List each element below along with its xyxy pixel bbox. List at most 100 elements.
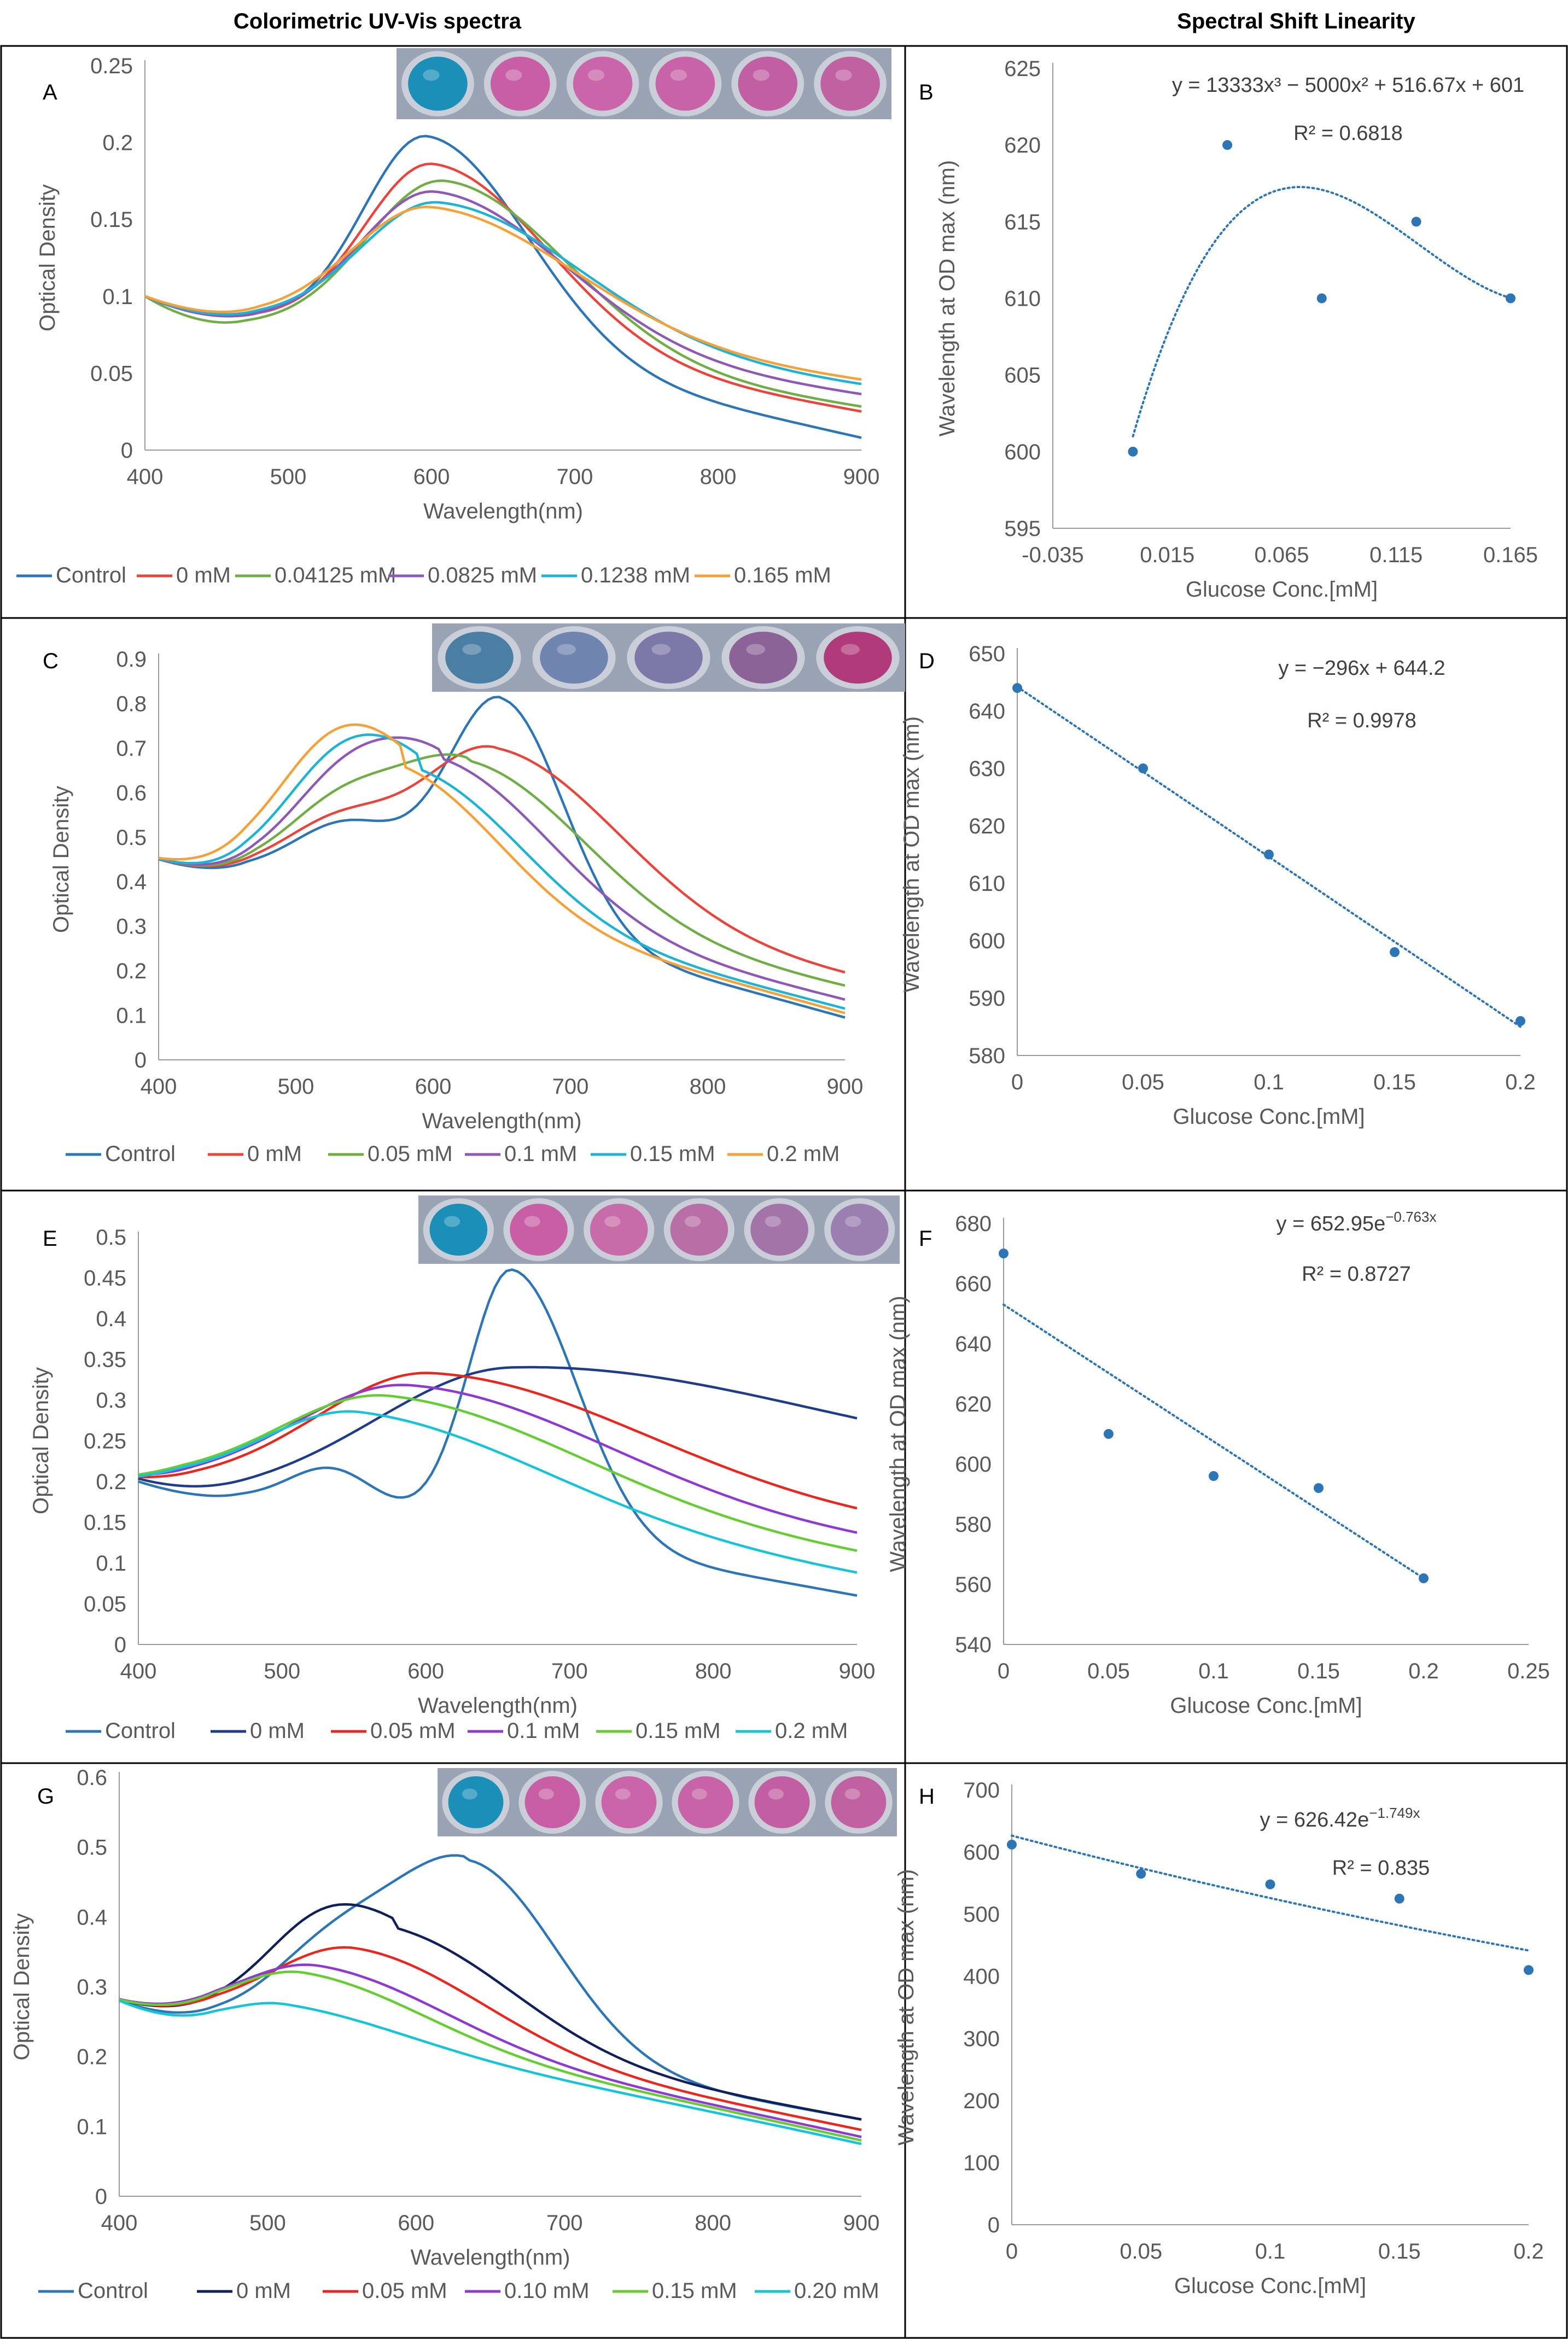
y-axis-title: Optical Density <box>10 1914 34 2061</box>
well <box>820 56 880 111</box>
y-tick-label: 0 <box>135 1048 147 1072</box>
legend: Control 0 mM 0.05 mM 0.1 mM 0.15 mM 0.2 mM <box>66 1719 848 1743</box>
y-tick-label: 0.1 <box>116 1004 147 1028</box>
series-line-6 <box>119 1999 862 2145</box>
legend: Control 0 mM 0.05 mM 0.10 mM 0.15 mM 0.20 mM <box>38 2279 879 2303</box>
y-tick-label: 0.25 <box>90 54 133 78</box>
y-tick-label: 0.8 <box>116 692 147 716</box>
trendline-equation: y = 13333x³ − 5000x² + 516.67x + 601 <box>1172 74 1524 97</box>
well <box>634 632 703 684</box>
data-point <box>1222 140 1233 150</box>
legend-label: Control <box>105 1142 176 1166</box>
x-tick-label: 0.05 <box>1120 2239 1162 2264</box>
y-tick-label: 0 <box>95 2185 107 2209</box>
series-line-2 <box>138 1366 858 1488</box>
series-line-6 <box>158 723 846 1014</box>
well-plate-photo <box>397 48 891 119</box>
well <box>678 1776 733 1828</box>
y-tick-label: 0.9 <box>116 648 147 672</box>
well-highlight <box>684 1216 701 1227</box>
y-tick-label: 595 <box>1004 517 1041 541</box>
x-tick-label: 700 <box>546 2211 583 2235</box>
x-tick-label: 0.015 <box>1140 543 1194 567</box>
y-axis-title: Wavelength at OD max (nm) <box>894 1869 918 2145</box>
x-tick-label: 0.1 <box>1254 1070 1284 1094</box>
well <box>754 1776 810 1828</box>
y-axis-title: Optical Density <box>49 786 73 933</box>
data-point <box>1506 293 1515 304</box>
x-tick-label: 800 <box>695 1659 732 1683</box>
y-tick-label: 0.2 <box>116 959 147 983</box>
y-tick-label: 0.3 <box>116 915 147 939</box>
legend-label: 0.1238 mM <box>581 563 690 587</box>
series-line-4 <box>158 736 846 1001</box>
legend-label: 0 mM <box>176 563 231 587</box>
y-axis-title: Wavelength at OD max (nm) <box>886 1296 910 1572</box>
y-tick-label: 0.4 <box>96 1307 126 1331</box>
well-highlight <box>845 1216 861 1227</box>
x-tick-label: 700 <box>557 465 593 489</box>
y-tick-label: 610 <box>969 872 1005 896</box>
x-tick-label: 500 <box>264 1659 300 1683</box>
data-point <box>1394 1893 1404 1904</box>
legend-label: 0.05 mM <box>370 1719 456 1743</box>
legend-label: 0.0825 mM <box>428 563 537 587</box>
x-tick-label: 0.115 <box>1369 543 1423 567</box>
y-tick-label: 625 <box>1004 57 1041 81</box>
trendline <box>1016 685 1522 1028</box>
legend-label: Control <box>78 2279 148 2303</box>
x-tick-label: 500 <box>249 2211 286 2235</box>
y-tick-label: 610 <box>1004 287 1041 311</box>
y-tick-label: 650 <box>969 642 1005 666</box>
series-line-3 <box>144 179 862 408</box>
data-point <box>1524 1965 1534 1975</box>
legend-label: 0.1 mM <box>504 1142 577 1166</box>
r-squared: R² = 0.8727 <box>1302 1263 1411 1286</box>
equation-exponent: −0.763x <box>1385 1209 1436 1225</box>
x-tick-label: 600 <box>398 2211 434 2235</box>
well <box>408 56 468 111</box>
panel-G: G 400 500 600 700 800 900 0 0.1 0.2 0.3 0.4 0.5 0.6 Wa… <box>10 1766 897 2303</box>
y-tick-label: 0 <box>121 439 133 463</box>
legend-label: Control <box>56 563 126 587</box>
well-highlight <box>538 1788 554 1800</box>
x-tick-label: 0 <box>1011 1070 1023 1094</box>
well-plate-photo <box>438 1768 897 1836</box>
data-point <box>1209 1471 1219 1481</box>
x-tick-label: 600 <box>413 465 450 489</box>
y-tick-label: 580 <box>955 1513 992 1537</box>
well-plate-photo <box>432 623 905 692</box>
well <box>655 56 715 111</box>
well <box>524 1776 580 1828</box>
x-tick-label: 0.15 <box>1297 1659 1340 1683</box>
x-axis-title: Glucose Conc.[mM] <box>1186 578 1378 602</box>
x-axis-title: Glucose Conc.[mM] <box>1173 1105 1365 1129</box>
panel-label: G <box>37 1784 54 1809</box>
well <box>601 1776 657 1828</box>
y-tick-label: 0.15 <box>90 208 133 232</box>
well-plate-photo <box>418 1195 900 1264</box>
well <box>540 632 608 684</box>
series-line-5 <box>119 1970 862 2142</box>
y-tick-label: 0.4 <box>77 1905 107 1929</box>
trendline <box>1011 1834 1530 1952</box>
x-axis-title: Wavelength(nm) <box>423 499 583 523</box>
data-point <box>999 1249 1009 1258</box>
well-highlight <box>524 1216 540 1227</box>
panel-H: H 0 0.05 0.1 0.15 0.2 0 100 200 300 400 500 600 700 Gl… <box>894 1778 1544 2298</box>
data-point <box>1128 446 1138 457</box>
x-axis-title: Glucose Conc.[mM] <box>1170 1694 1362 1718</box>
y-tick-label: 0.3 <box>77 1975 107 1999</box>
data-point <box>1138 763 1148 773</box>
x-tick-label: 0.165 <box>1483 543 1538 567</box>
panel-D: D 0 0.05 0.1 0.15 0.2 580 590 600 610 620 630 640 650… <box>900 642 1536 1129</box>
y-tick-label: 0.15 <box>84 1511 126 1535</box>
data-point <box>1012 683 1022 693</box>
well-highlight <box>691 1788 707 1800</box>
well-highlight <box>604 1216 621 1227</box>
legend-label: 0.05 mM <box>362 2279 447 2303</box>
x-tick-label: 0.05 <box>1122 1070 1164 1094</box>
well <box>750 1204 808 1256</box>
y-tick-label: 0.25 <box>84 1430 126 1454</box>
r-squared: R² = 0.9978 <box>1307 709 1417 732</box>
